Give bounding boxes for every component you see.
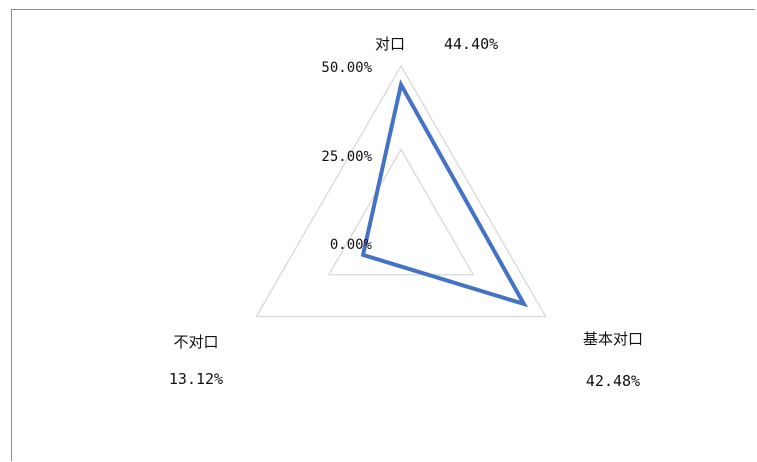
category-label-2: 不对口 [173, 333, 218, 351]
grid-ring-0 [255, 64, 547, 318]
category-label-1: 基本对口 [583, 330, 643, 348]
category-labels: 对口 44.40% 基本对口 42.48% 不对口 13.12% [169, 35, 643, 390]
radar-series [360, 79, 529, 308]
chart-frame [11, 9, 755, 461]
value-label-0: 44.40% [444, 35, 498, 53]
grid-ring-1 [327, 148, 475, 276]
category-label-0: 对口 [375, 35, 405, 53]
value-label-2: 13.12% [169, 370, 223, 388]
tick-label-1: 25.00% [321, 149, 372, 165]
value-label-1: 42.48% [586, 372, 640, 390]
series-polygon [360, 79, 529, 308]
tick-label-0: 0.00% [330, 237, 373, 253]
tick-label-2: 50.00% [321, 60, 372, 76]
radar-grid [255, 64, 547, 318]
radial-tick-labels: 0.00% 25.00% 50.00% [321, 60, 372, 253]
